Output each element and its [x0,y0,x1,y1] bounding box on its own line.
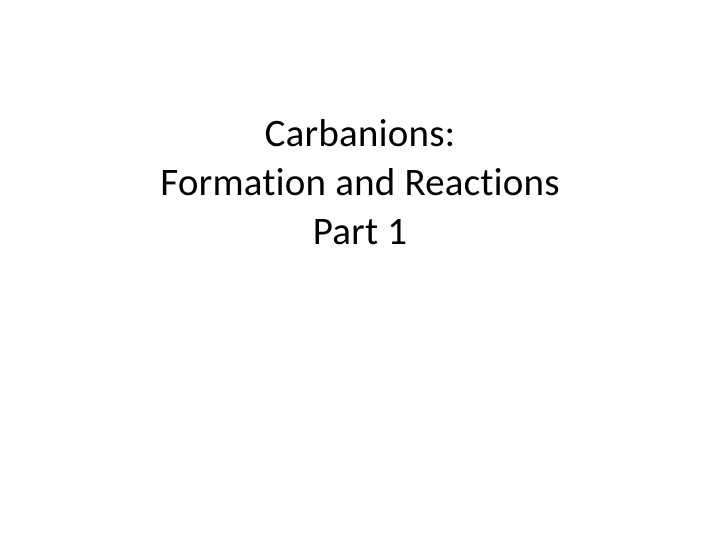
title-line-1: Carbanions: [160,110,559,159]
slide-title: Carbanions: Formation and Reactions Part… [160,110,559,256]
title-line-2: Formation and Reactions [160,159,559,208]
title-line-3: Part 1 [160,208,559,257]
slide: Carbanions: Formation and Reactions Part… [0,0,720,540]
